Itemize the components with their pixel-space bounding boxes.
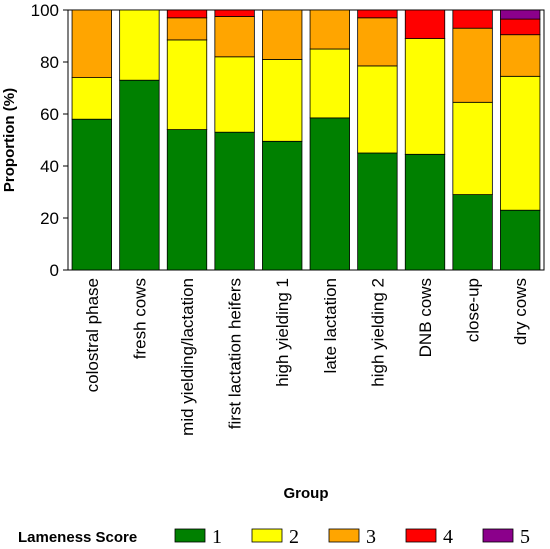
bar-segment-score-2 <box>262 59 303 142</box>
legend-swatch <box>251 528 283 543</box>
bar-segment-score-4 <box>452 9 493 29</box>
category-label: DNB cows <box>416 278 435 357</box>
bar-segment-score-2 <box>71 77 112 120</box>
legend: Lameness Score 1 2 3 4 5 <box>18 526 530 548</box>
bar-segment-score-4 <box>214 9 255 17</box>
category-label: high yielding 1 <box>273 278 292 387</box>
category-label: colostral phase <box>83 278 102 392</box>
bar-segment-score-3 <box>452 27 493 103</box>
bar-segment-score-1 <box>119 79 160 271</box>
bar-segment-score-1 <box>500 209 541 271</box>
bar-segment-score-3 <box>71 9 112 78</box>
bar-segment-score-2 <box>166 39 208 130</box>
bar-segment-score-1 <box>309 117 350 271</box>
y-tick-label: 0 <box>50 261 59 280</box>
bar-segment-score-2 <box>500 75 541 211</box>
legend-swatch <box>328 528 360 543</box>
y-axis: 0 20 40 60 80 100 <box>31 1 68 280</box>
bar-segment-score-4 <box>500 18 541 36</box>
bar-segment-score-1 <box>214 131 255 271</box>
bar-segment-score-2 <box>214 56 255 133</box>
bar-segment-score-2 <box>309 48 350 119</box>
bar-segment-score-5 <box>500 9 541 20</box>
bar-segment-score-4 <box>357 9 398 19</box>
bar-segment-score-2 <box>452 101 493 196</box>
y-tick-label: 20 <box>40 209 59 228</box>
bar-segment-score-4 <box>166 9 208 19</box>
bars <box>71 9 541 271</box>
y-tick-label: 100 <box>31 1 59 20</box>
bar-segment-score-1 <box>452 194 493 271</box>
legend-swatch <box>174 528 206 543</box>
bar-segment-score-2 <box>357 65 398 154</box>
category-label: close-up <box>464 278 483 342</box>
bar-segment-score-1 <box>357 152 398 271</box>
legend-swatch <box>482 528 514 543</box>
bar-segment-score-3 <box>500 34 541 77</box>
legend-label: 2 <box>289 526 299 548</box>
legend-label: 5 <box>520 526 530 548</box>
category-label: high yielding 2 <box>368 278 387 387</box>
y-axis-title: Proportion (%) <box>1 88 18 192</box>
bar-segment-score-3 <box>214 16 255 58</box>
bar-segment-score-1 <box>166 129 208 271</box>
bar-segment-score-3 <box>357 17 398 67</box>
legend-label: 1 <box>212 526 222 548</box>
category-label: mid yielding/lactation <box>178 278 197 436</box>
category-label: first lactation heifers <box>226 278 245 429</box>
x-axis: colostral phase fresh cows mid yielding/la… <box>83 278 530 436</box>
y-tick-label: 40 <box>40 157 59 176</box>
bar-segment-score-1 <box>71 118 112 271</box>
category-label: fresh cows <box>130 278 149 359</box>
bar-segment-score-1 <box>262 140 303 271</box>
bar-segment-score-3 <box>309 9 350 50</box>
bar-segment-score-2 <box>404 38 446 155</box>
legend-title: Lameness Score <box>18 529 137 546</box>
category-label: late lactation <box>321 278 340 373</box>
bar-segment-score-4 <box>404 9 446 40</box>
category-label: dry cows <box>511 278 530 345</box>
legend-label: 3 <box>366 526 376 548</box>
y-tick-label: 80 <box>40 53 59 72</box>
legend-swatch <box>405 528 437 543</box>
bar-segment-score-2 <box>119 9 160 81</box>
bar-segment-score-3 <box>166 17 208 41</box>
x-axis-title: Group <box>284 485 329 502</box>
legend-label: 4 <box>443 526 453 548</box>
bar-segment-score-3 <box>262 9 303 60</box>
bar-segment-score-1 <box>404 153 446 271</box>
y-tick-label: 60 <box>40 105 59 124</box>
